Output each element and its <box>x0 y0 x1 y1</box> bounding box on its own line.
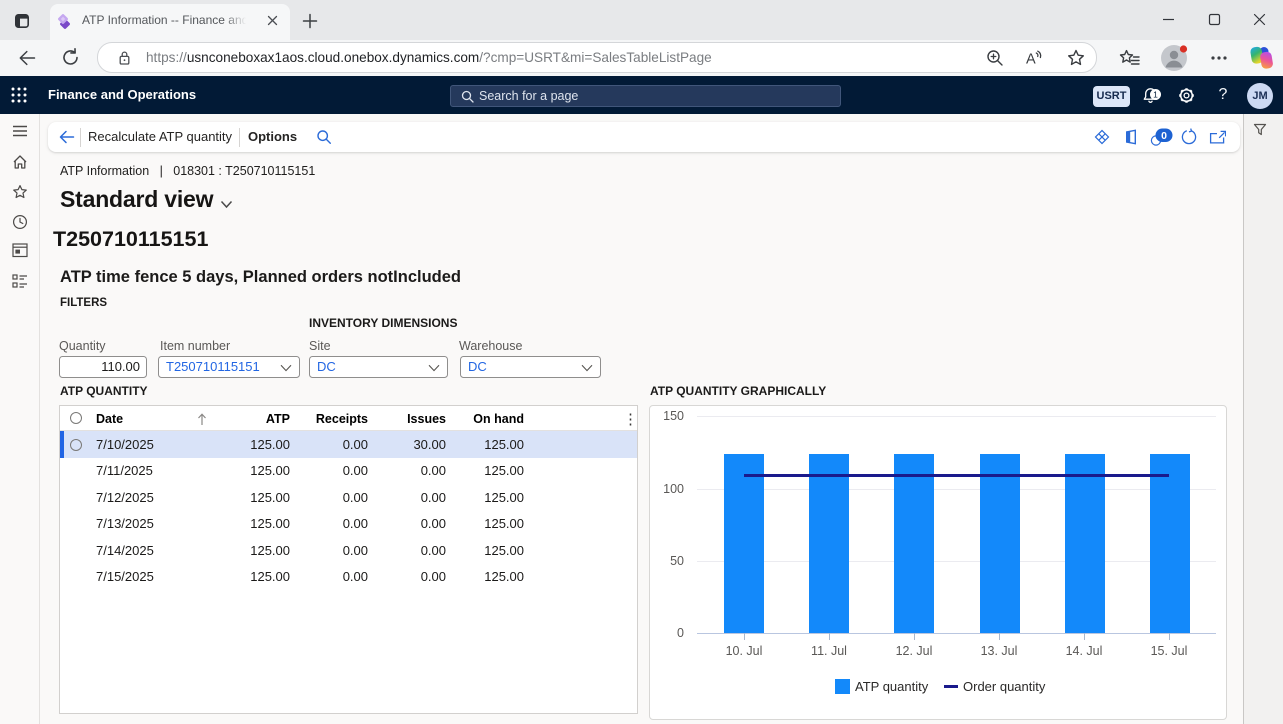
svg-text:1: 1 <box>1153 89 1158 99</box>
svg-text:0: 0 <box>1161 130 1167 142</box>
svg-text:A: A <box>1026 52 1036 68</box>
